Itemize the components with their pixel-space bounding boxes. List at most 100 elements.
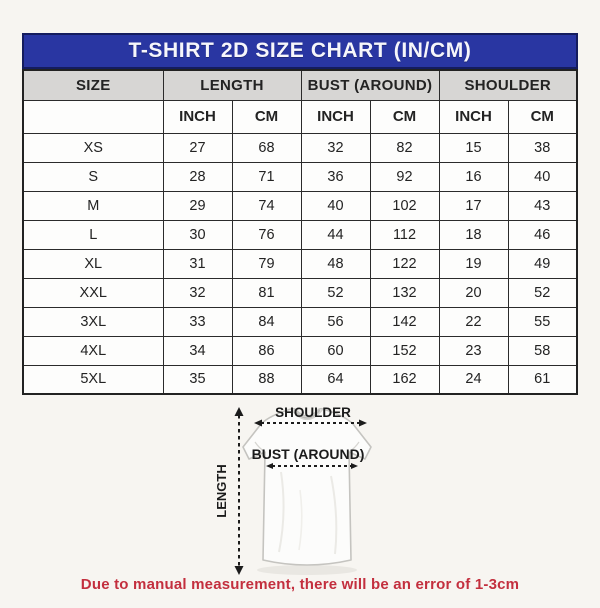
measurement-error-note: Due to manual measurement, there will be…: [80, 576, 520, 593]
length-cm-cell: 81: [231, 277, 302, 308]
wrinkle-line: [298, 489, 303, 551]
shoulder-cm-cell: 55: [507, 306, 578, 337]
length-label: LENGTH: [214, 464, 229, 517]
header-length-cm: CM: [231, 99, 302, 134]
bust-cm-cell: 152: [369, 335, 440, 366]
page-title: T-SHIRT 2D SIZE CHART (IN/CM): [128, 39, 472, 62]
shoulder-cm-cell: 49: [507, 248, 578, 279]
bust-inch-cell: 32: [300, 132, 371, 163]
shoulder-inch-cell: 22: [438, 306, 509, 337]
bust-right-arrow-icon: [351, 463, 358, 469]
table-row: XL 31 79 48 122 19 49: [22, 248, 578, 279]
bust-inch-cell: 48: [300, 248, 371, 279]
size-label-cell: M: [22, 190, 164, 221]
size-label-cell: XS: [22, 132, 164, 163]
header-size: SIZE: [22, 69, 164, 101]
bust-inch-cell: 36: [300, 161, 371, 192]
header-bust-cm: CM: [369, 99, 440, 134]
tshirt-outline: [242, 407, 372, 566]
wrinkle-line: [330, 475, 338, 555]
length-cm-cell: 86: [231, 335, 302, 366]
shoulder-cm-cell: 52: [507, 277, 578, 308]
shoulder-right-arrow-icon: [359, 419, 367, 427]
shoulder-inch-cell: 24: [438, 364, 509, 395]
shoulder-inch-cell: 23: [438, 335, 509, 366]
length-cm-cell: 79: [231, 248, 302, 279]
size-label-cell: S: [22, 161, 164, 192]
length-inch-cell: 35: [162, 364, 233, 395]
length-cm-cell: 68: [231, 132, 302, 163]
header-shoulder-cm: CM: [507, 99, 578, 134]
size-label-cell: L: [22, 219, 164, 250]
tshirt-measurement-diagram: SHOULDER BUST (AROUND) LENGTH: [214, 405, 372, 575]
bust-inch-cell: 40: [300, 190, 371, 221]
header-bust: BUST (AROUND): [300, 69, 440, 101]
length-cm-cell: 76: [231, 219, 302, 250]
length-bottom-arrow-icon: [234, 566, 244, 575]
table-row: XXL 32 81 52 132 20 52: [22, 277, 578, 308]
size-label-cell: 4XL: [22, 335, 164, 366]
bust-cm-cell: 162: [369, 364, 440, 395]
length-cm-cell: 84: [231, 306, 302, 337]
length-inch-cell: 32: [162, 277, 233, 308]
length-top-arrow-icon: [234, 407, 244, 416]
table-row: 5XL 35 88 64 162 24 61: [22, 364, 578, 395]
bust-left-arrow-icon: [266, 463, 273, 469]
shoulder-cm-cell: 61: [507, 364, 578, 395]
bust-cm-cell: 82: [369, 132, 440, 163]
shoulder-cm-cell: 58: [507, 335, 578, 366]
table-row: XS 27 68 32 82 15 38: [22, 132, 578, 163]
shoulder-inch-cell: 16: [438, 161, 509, 192]
size-label-cell: 3XL: [22, 306, 164, 337]
bust-cm-cell: 102: [369, 190, 440, 221]
size-label-cell: XL: [22, 248, 164, 279]
length-inch-cell: 30: [162, 219, 233, 250]
header-length-inch: INCH: [162, 99, 233, 134]
bust-inch-cell: 56: [300, 306, 371, 337]
header-shoulder: SHOULDER: [438, 69, 578, 101]
bust-cm-cell: 132: [369, 277, 440, 308]
length-cm-cell: 88: [231, 364, 302, 395]
length-cm-cell: 71: [231, 161, 302, 192]
bust-inch-cell: 64: [300, 364, 371, 395]
shoulder-inch-cell: 18: [438, 219, 509, 250]
bust-cm-cell: 122: [369, 248, 440, 279]
bust-inch-cell: 44: [300, 219, 371, 250]
header-empty-cell: [22, 99, 164, 134]
shoulder-cm-cell: 40: [507, 161, 578, 192]
table-unit-header-row: INCH CM INCH CM INCH CM: [22, 99, 578, 134]
table-row: M 29 74 40 102 17 43: [22, 190, 578, 221]
shoulder-cm-cell: 38: [507, 132, 578, 163]
length-inch-cell: 33: [162, 306, 233, 337]
bust-inch-cell: 52: [300, 277, 371, 308]
table-row: 4XL 34 86 60 152 23 58: [22, 335, 578, 366]
collar-line: [293, 409, 321, 419]
chart-title-bar: T-SHIRT 2D SIZE CHART (IN/CM): [22, 33, 578, 69]
bust-label: BUST (AROUND): [252, 446, 365, 462]
shoulder-cm-cell: 46: [507, 219, 578, 250]
header-length: LENGTH: [162, 69, 302, 101]
shoulder-inch-cell: 15: [438, 132, 509, 163]
shoulder-cm-cell: 43: [507, 190, 578, 221]
size-label-cell: 5XL: [22, 364, 164, 395]
bust-inch-cell: 60: [300, 335, 371, 366]
shoulder-left-arrow-icon: [254, 419, 262, 427]
shoulder-inch-cell: 19: [438, 248, 509, 279]
bust-cm-cell: 92: [369, 161, 440, 192]
header-bust-inch: INCH: [300, 99, 371, 134]
length-cm-cell: 74: [231, 190, 302, 221]
shirt-shadow: [257, 565, 357, 575]
shoulder-label: SHOULDER: [275, 405, 351, 420]
size-table-body: XS 27 68 32 82 15 38 S 28 71 36 92 16 40…: [22, 132, 578, 395]
left-sleeve-seam: [254, 441, 266, 453]
right-sleeve-seam: [348, 441, 360, 453]
table-row: S 28 71 36 92 16 40: [22, 161, 578, 192]
bust-cm-cell: 142: [369, 306, 440, 337]
bust-cm-cell: 112: [369, 219, 440, 250]
header-shoulder-inch: INCH: [438, 99, 509, 134]
length-inch-cell: 29: [162, 190, 233, 221]
size-label-cell: XXL: [22, 277, 164, 308]
table-row: 3XL 33 84 56 142 22 55: [22, 306, 578, 337]
length-inch-cell: 28: [162, 161, 233, 192]
